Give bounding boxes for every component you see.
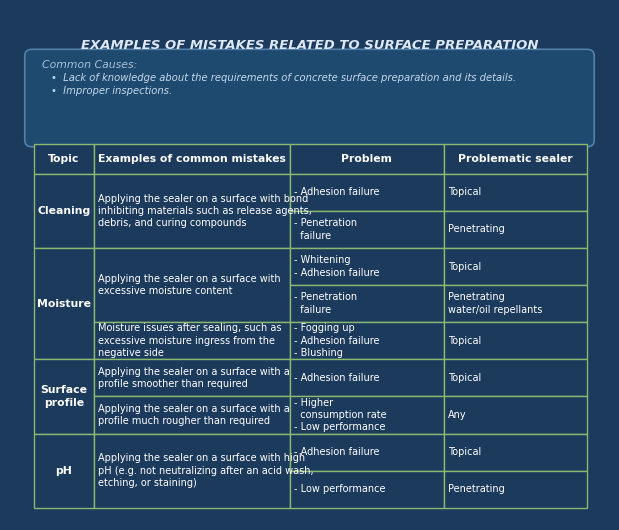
Bar [290,396,444,434]
Bar [290,285,444,322]
Bar [444,174,587,211]
Text: Moisture: Moisture [37,299,91,308]
Bar [290,434,444,471]
Text: Penetrating: Penetrating [448,225,504,234]
Text: Applying the sealer on a surface with
excessive moisture content: Applying the sealer on a surface with ex… [98,274,280,296]
Text: Common Causes:: Common Causes: [42,60,137,70]
Bar [93,359,290,396]
Text: - Adhesion failure: - Adhesion failure [294,373,380,383]
Bar [93,174,290,248]
Text: Penetrating
water/oil repellants: Penetrating water/oil repellants [448,293,542,315]
Bar [93,248,290,322]
Bar [290,174,444,211]
Text: - Adhesion failure: - Adhesion failure [294,188,380,197]
Text: - Penetration
  failure: - Penetration failure [294,293,357,315]
Bar [93,396,290,434]
Text: Penetrating: Penetrating [448,484,504,494]
Bar [444,285,587,322]
Text: Topical: Topical [448,447,481,457]
Text: Applying the sealer on a surface with a
profile smoother than required: Applying the sealer on a surface with a … [98,367,290,389]
Bar [290,359,444,396]
Text: Problem: Problem [341,154,392,164]
Text: Surface
profile: Surface profile [40,385,87,408]
Bar [444,434,587,471]
Text: Topical: Topical [448,262,481,271]
Text: Topical: Topical [448,373,481,383]
Text: Applying the sealer on a surface with bond
inhibiting materials such as release : Applying the sealer on a surface with bo… [98,193,312,228]
Text: Topical: Topical [448,188,481,197]
Text: Topic: Topic [48,154,80,164]
Text: Topical: Topical [448,336,481,346]
Bar [290,211,444,248]
Text: - Higher
  consumption rate
- Low performance: - Higher consumption rate - Low performa… [294,398,387,432]
Bar [444,144,587,174]
Text: •  Lack of knowledge about the requirements of concrete surface preparation and : • Lack of knowledge about the requiremen… [51,74,516,83]
Bar [290,471,444,508]
Text: Applying the sealer on a surface with a
profile much rougher than required: Applying the sealer on a surface with a … [98,404,290,426]
FancyBboxPatch shape [25,49,594,147]
Bar [444,359,587,396]
Bar [444,211,587,248]
Bar [34,359,93,434]
Bar [34,174,93,248]
Bar [290,322,444,359]
Text: - Low performance: - Low performance [294,484,386,494]
Bar [444,396,587,434]
Text: pH: pH [56,466,72,475]
Bar [34,434,93,508]
Text: Cleaning: Cleaning [37,206,90,216]
Bar [34,144,93,174]
Bar [93,434,290,508]
Text: - Adhesion failure: - Adhesion failure [294,447,380,457]
Bar [290,248,444,285]
Text: Examples of common mistakes: Examples of common mistakes [98,154,286,164]
Text: Any: Any [448,410,467,420]
Bar [93,322,290,359]
Text: EXAMPLES OF MISTAKES RELATED TO SURFACE PREPARATION: EXAMPLES OF MISTAKES RELATED TO SURFACE … [80,39,539,51]
Text: •  Improper inspections.: • Improper inspections. [51,86,172,95]
Text: - Fogging up
- Adhesion failure
- Blushing: - Fogging up - Adhesion failure - Blushi… [294,323,380,358]
Bar [290,144,444,174]
Text: Applying the sealer on a surface with high
pH (e.g. not neutralizing after an ac: Applying the sealer on a surface with hi… [98,453,314,488]
Text: Problematic sealer: Problematic sealer [458,154,573,164]
Bar [93,144,290,174]
Text: - Whitening
- Adhesion failure: - Whitening - Adhesion failure [294,255,380,278]
Text: Moisture issues after sealing, such as
excessive moisture ingress from the
negat: Moisture issues after sealing, such as e… [98,323,282,358]
Text: - Penetration
  failure: - Penetration failure [294,218,357,241]
Bar [444,471,587,508]
Bar [34,248,93,359]
Bar [444,248,587,285]
Bar [444,322,587,359]
